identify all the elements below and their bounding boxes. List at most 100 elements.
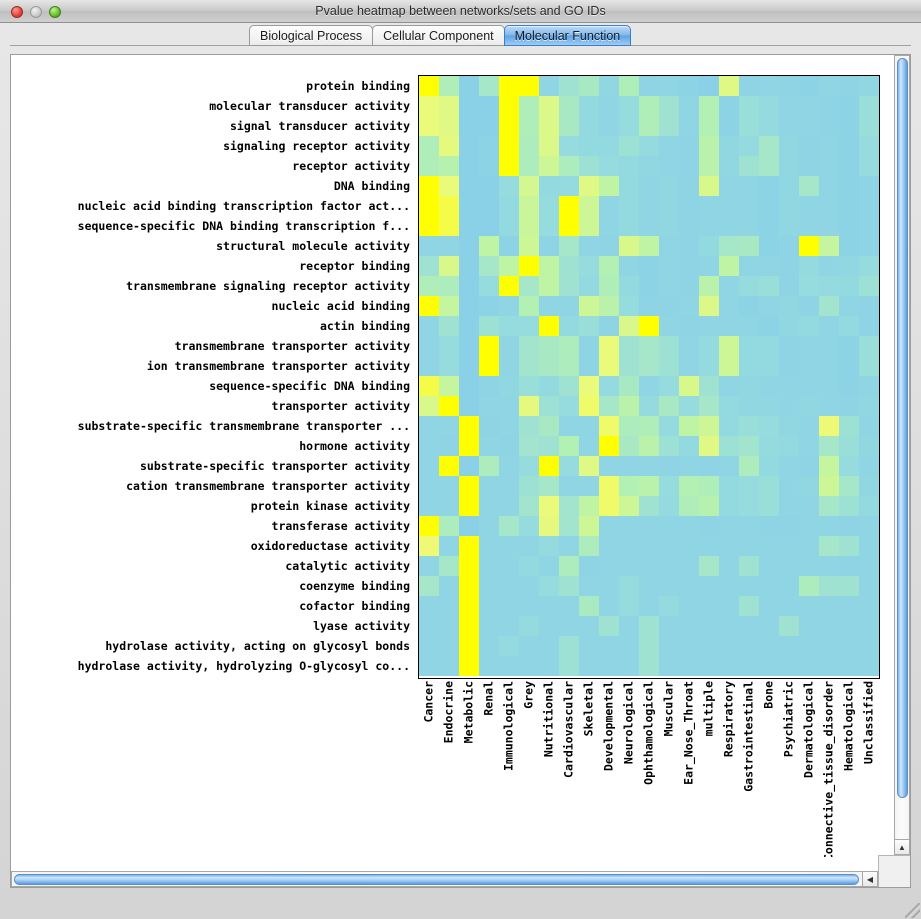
heatmap-cell[interactable]: [579, 556, 599, 576]
heatmap-cell[interactable]: [419, 596, 439, 616]
heatmap-cell[interactable]: [519, 316, 539, 336]
heatmap-cell[interactable]: [779, 376, 799, 396]
heatmap-cell[interactable]: [839, 636, 859, 656]
heatmap-cell[interactable]: [759, 616, 779, 636]
heatmap-cell[interactable]: [779, 536, 799, 556]
heatmap-cell[interactable]: [559, 336, 579, 356]
heatmap-cell[interactable]: [779, 516, 799, 536]
heatmap-cell[interactable]: [739, 516, 759, 536]
heatmap-cell[interactable]: [859, 616, 879, 636]
maximize-window-button[interactable]: [49, 6, 61, 18]
heatmap-cell[interactable]: [779, 336, 799, 356]
heatmap-cell[interactable]: [699, 136, 719, 156]
heatmap-cell[interactable]: [499, 156, 519, 176]
heatmap-cell[interactable]: [739, 176, 759, 196]
heatmap-cell[interactable]: [799, 616, 819, 636]
heatmap-cell[interactable]: [419, 356, 439, 376]
heatmap-cell[interactable]: [759, 516, 779, 536]
heatmap-cell[interactable]: [539, 396, 559, 416]
heatmap-cell[interactable]: [859, 276, 879, 296]
heatmap-cell[interactable]: [839, 616, 859, 636]
heatmap-cell[interactable]: [559, 136, 579, 156]
heatmap-cell[interactable]: [479, 216, 499, 236]
heatmap-cell[interactable]: [639, 216, 659, 236]
heatmap-cell[interactable]: [819, 296, 839, 316]
heatmap-cell[interactable]: [539, 256, 559, 276]
heatmap-cell[interactable]: [799, 376, 819, 396]
heatmap-cell[interactable]: [519, 556, 539, 576]
heatmap-cell[interactable]: [619, 576, 639, 596]
heatmap-cell[interactable]: [739, 396, 759, 416]
heatmap-cell[interactable]: [799, 416, 819, 436]
heatmap-cell[interactable]: [859, 456, 879, 476]
heatmap-cell[interactable]: [759, 96, 779, 116]
heatmap-cell[interactable]: [519, 176, 539, 196]
heatmap-cell[interactable]: [699, 96, 719, 116]
heatmap-cell[interactable]: [539, 576, 559, 596]
heatmap-cell[interactable]: [759, 536, 779, 556]
heatmap-cell[interactable]: [739, 376, 759, 396]
heatmap-cell[interactable]: [459, 96, 479, 116]
heatmap-cell[interactable]: [519, 416, 539, 436]
heatmap-cell[interactable]: [699, 236, 719, 256]
heatmap-cell[interactable]: [739, 236, 759, 256]
heatmap-cell[interactable]: [539, 176, 559, 196]
heatmap-cell[interactable]: [679, 416, 699, 436]
heatmap-cell[interactable]: [559, 196, 579, 216]
heatmap-cell[interactable]: [499, 136, 519, 156]
heatmap-cell[interactable]: [699, 216, 719, 236]
heatmap-cell[interactable]: [539, 416, 559, 436]
heatmap-cell[interactable]: [859, 216, 879, 236]
heatmap-cell[interactable]: [519, 156, 539, 176]
heatmap-cell[interactable]: [439, 76, 459, 96]
heatmap-cell[interactable]: [439, 336, 459, 356]
heatmap-cell[interactable]: [739, 656, 759, 676]
heatmap-cell[interactable]: [579, 176, 599, 196]
heatmap-cell[interactable]: [559, 556, 579, 576]
heatmap-cell[interactable]: [559, 216, 579, 236]
heatmap-cell[interactable]: [659, 576, 679, 596]
heatmap-cell[interactable]: [839, 316, 859, 336]
heatmap-cell[interactable]: [819, 156, 839, 176]
heatmap-cell[interactable]: [559, 256, 579, 276]
heatmap-cell[interactable]: [419, 636, 439, 656]
heatmap-cell[interactable]: [639, 456, 659, 476]
heatmap-cell[interactable]: [719, 456, 739, 476]
heatmap-cell[interactable]: [779, 156, 799, 176]
heatmap-cell[interactable]: [439, 116, 459, 136]
heatmap-cell[interactable]: [479, 596, 499, 616]
heatmap-cell[interactable]: [759, 396, 779, 416]
heatmap-cell[interactable]: [679, 136, 699, 156]
heatmap-cell[interactable]: [819, 596, 839, 616]
heatmap-cell[interactable]: [419, 276, 439, 296]
heatmap-cell[interactable]: [459, 296, 479, 316]
heatmap-cell[interactable]: [759, 196, 779, 216]
heatmap-cell[interactable]: [799, 336, 819, 356]
heatmap-cell[interactable]: [539, 556, 559, 576]
heatmap-cell[interactable]: [539, 536, 559, 556]
heatmap-cell[interactable]: [659, 196, 679, 216]
heatmap-cell[interactable]: [699, 616, 719, 636]
heatmap-cell[interactable]: [519, 96, 539, 116]
heatmap-cell[interactable]: [639, 376, 659, 396]
heatmap-cell[interactable]: [719, 656, 739, 676]
heatmap-cell[interactable]: [699, 196, 719, 216]
heatmap-cell[interactable]: [439, 176, 459, 196]
heatmap-cell[interactable]: [699, 116, 719, 136]
heatmap-cell[interactable]: [439, 96, 459, 116]
heatmap-cell[interactable]: [739, 496, 759, 516]
heatmap-cell[interactable]: [619, 516, 639, 536]
heatmap-cell[interactable]: [599, 576, 619, 596]
heatmap-cell[interactable]: [839, 416, 859, 436]
heatmap-cell[interactable]: [839, 516, 859, 536]
heatmap-cell[interactable]: [519, 76, 539, 96]
heatmap-cell[interactable]: [679, 616, 699, 636]
heatmap-cell[interactable]: [479, 516, 499, 536]
heatmap-cell[interactable]: [439, 256, 459, 276]
heatmap-cell[interactable]: [679, 376, 699, 396]
heatmap-cell[interactable]: [439, 156, 459, 176]
heatmap-cell[interactable]: [699, 256, 719, 276]
heatmap-cell[interactable]: [499, 276, 519, 296]
heatmap-cell[interactable]: [599, 236, 619, 256]
heatmap-cell[interactable]: [499, 616, 519, 636]
